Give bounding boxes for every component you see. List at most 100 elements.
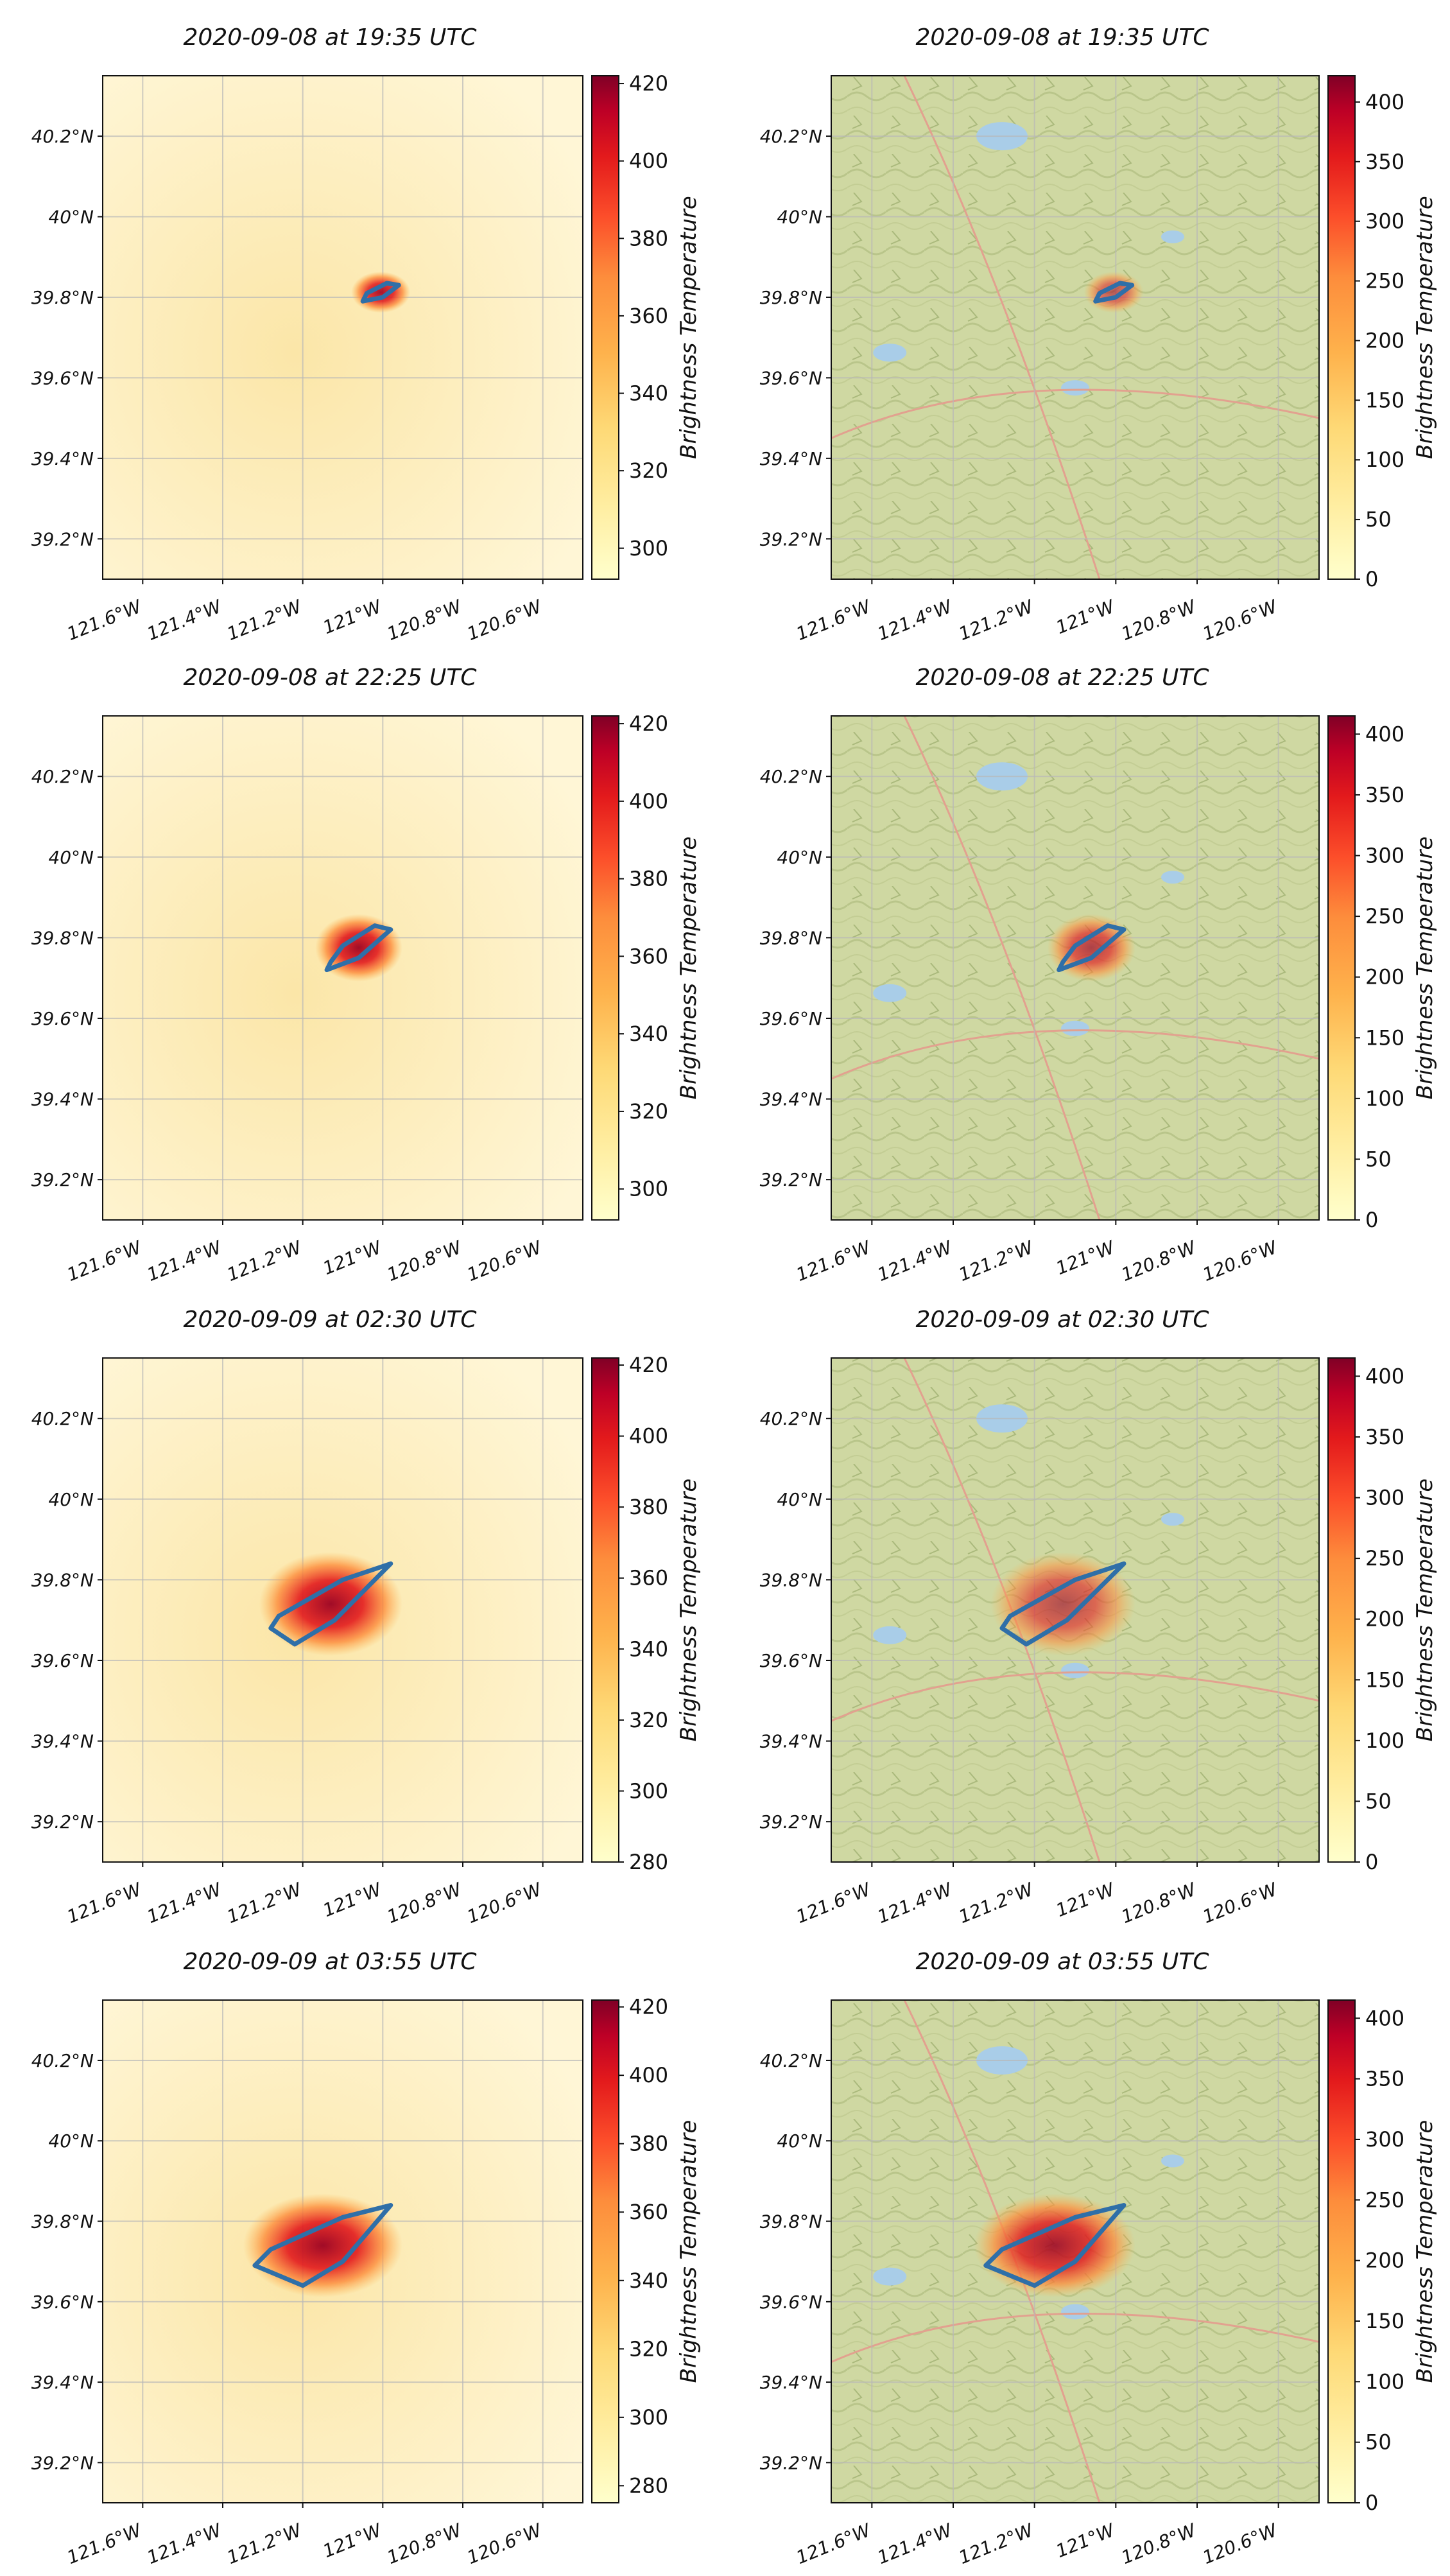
colorbar-tick-label: 50 (1365, 2430, 1392, 2455)
colorbar-tick-label: 100 (1365, 448, 1404, 472)
y-tick-label: 40°N (48, 2130, 94, 2152)
x-tick-label: 121.2°W (956, 2519, 1037, 2568)
x-tick-label: 121.4°W (144, 1878, 225, 1928)
colorbar-tick-label: 320 (629, 2337, 668, 2361)
colorbar-tick-label: 340 (629, 381, 668, 406)
y-tick-label: 39.8°N (760, 1569, 822, 1590)
y-tick-label: 39.6°N (31, 367, 94, 388)
y-tick-label: 39.6°N (760, 1650, 822, 1671)
colorbar-tick-label: 420 (629, 1995, 668, 2019)
fire-perimeter (324, 923, 393, 973)
colorbar-tick-label: 400 (629, 789, 668, 814)
colorbar (1327, 1999, 1356, 2503)
colorbar-label: Brightness Temperature (676, 2120, 702, 2383)
x-tick-label: 120.8°W (384, 1236, 465, 1285)
y-tick-label: 40.2°N (31, 1408, 94, 1429)
x-tick-label: 120.8°W (1118, 1236, 1200, 1285)
map-panel: 2020-09-09 at 02:30 UTC 40.2°N 40°N 39.8°N 3… (760, 1307, 1438, 1928)
colorbar-tick-label: 250 (1365, 2188, 1404, 2212)
terrain-background (831, 76, 1319, 579)
fire-perimeter (1093, 281, 1135, 304)
road-line (831, 388, 1320, 439)
y-tick-label: 39.8°N (31, 2211, 94, 2232)
x-tick-label: 121.6°W (64, 1878, 146, 1928)
y-tick-label: 39.8°N (760, 287, 822, 308)
colorbar-tick-label: 420 (629, 1353, 668, 1377)
x-tick-label: 120.6°W (464, 2519, 546, 2568)
colorbar-label: Brightness Temperature (676, 196, 702, 459)
x-tick-label: 121.6°W (793, 2519, 875, 2568)
colorbar-tick-label: 50 (1365, 1147, 1392, 1171)
plot-frame (831, 75, 1320, 580)
chart-title: 2020-09-08 at 22:25 UTC (916, 665, 1210, 691)
lake-shape (873, 984, 907, 1002)
plot-frame (831, 1357, 1320, 1863)
y-tick-label: 40.2°N (760, 2050, 822, 2071)
colorbar-tick-label: 100 (1365, 2369, 1404, 2394)
y-tick-label: 39.8°N (31, 287, 94, 308)
colorbar-label: Brightness Temperature (1412, 2120, 1438, 2383)
y-tick-label: 39.2°N (31, 528, 94, 550)
colorbar-tick-label: 280 (629, 2473, 668, 2498)
colorbar-tick-label: 340 (629, 2268, 668, 2293)
x-tick-label: 120.6°W (464, 1236, 546, 1285)
colorbar-tick-label: 360 (629, 1566, 668, 1590)
map-panel: 2020-09-09 at 02:30 UTC 40.2°N 40°N 39.8°N 3… (31, 1307, 702, 1928)
colorbar-tick-label: 250 (1365, 1546, 1404, 1571)
colorbar-tick-label: 300 (629, 1779, 668, 1803)
x-tick-label: 121.6°W (64, 2519, 146, 2568)
colorbar-tick-label: 400 (1365, 722, 1404, 746)
colorbar-tick-label: 100 (1365, 1728, 1404, 1753)
lake-shape (873, 1626, 907, 1644)
hotspot (990, 1552, 1135, 1656)
plot-frame (102, 1999, 583, 2503)
colorbar-tick-label: 250 (1365, 904, 1404, 928)
colorbar-tick-label: 400 (1365, 1364, 1404, 1388)
colorbar-tick-label: 360 (629, 304, 668, 328)
lake-shape (1161, 230, 1184, 243)
y-tick-label: 39.6°N (760, 367, 822, 388)
x-tick-label: 120.8°W (1118, 595, 1200, 645)
x-tick-label: 121.6°W (64, 595, 146, 645)
y-tick-label: 39.4°N (760, 448, 822, 469)
y-tick-label: 40°N (48, 1489, 94, 1510)
y-tick-label: 40.2°N (760, 126, 822, 147)
x-tick-label: 121.6°W (793, 1878, 875, 1928)
x-tick-label: 120.6°W (1200, 595, 1281, 645)
x-tick-label: 121.2°W (224, 2519, 306, 2568)
colorbar-tick-label: 400 (629, 149, 668, 173)
lake-shape (1061, 1662, 1089, 1678)
y-tick-label: 39.8°N (760, 2211, 822, 2232)
colorbar-tick-label: 0 (1365, 1850, 1378, 1874)
plot-frame (831, 1999, 1320, 2503)
colorbar (591, 715, 619, 1221)
plot-frame (102, 75, 583, 580)
hotspot (974, 2193, 1136, 2297)
y-tick-label: 40.2°N (31, 2050, 94, 2071)
hotspot (259, 1552, 402, 1656)
lake-shape (873, 2267, 907, 2286)
x-tick-label: 121.2°W (224, 1236, 306, 1285)
chart-title: 2020-09-08 at 19:35 UTC (184, 24, 478, 51)
fire-perimeter (983, 2203, 1126, 2288)
x-tick-label: 121.6°W (793, 1236, 875, 1285)
y-tick-label: 40.2°N (31, 126, 94, 147)
x-tick-label: 121.6°W (793, 595, 875, 645)
colorbar-tick-label: 380 (629, 2132, 668, 2156)
colorbar-tick-label: 340 (629, 1637, 668, 1661)
x-tick-label: 120.6°W (464, 595, 546, 645)
x-tick-label: 120.8°W (384, 2519, 465, 2568)
y-tick-label: 40°N (48, 847, 94, 868)
y-tick-label: 39.4°N (31, 1731, 94, 1752)
lake-shape (1061, 2304, 1089, 2320)
colorbar (1327, 1357, 1356, 1863)
colorbar-tick-label: 400 (629, 2063, 668, 2087)
x-tick-label: 120.8°W (1118, 1878, 1200, 1928)
x-tick-label: 120.6°W (1200, 1236, 1281, 1285)
lake-shape (1061, 1020, 1089, 1036)
colorbar-tick-label: 350 (1365, 2067, 1404, 2091)
map-panel: 2020-09-09 at 03:55 UTC 40.2°N 40°N 39.8°N 3… (760, 1949, 1438, 2568)
colorbar-tick-label: 280 (629, 1850, 668, 1874)
hotspot (351, 272, 411, 313)
x-tick-label: 120.8°W (384, 595, 465, 645)
